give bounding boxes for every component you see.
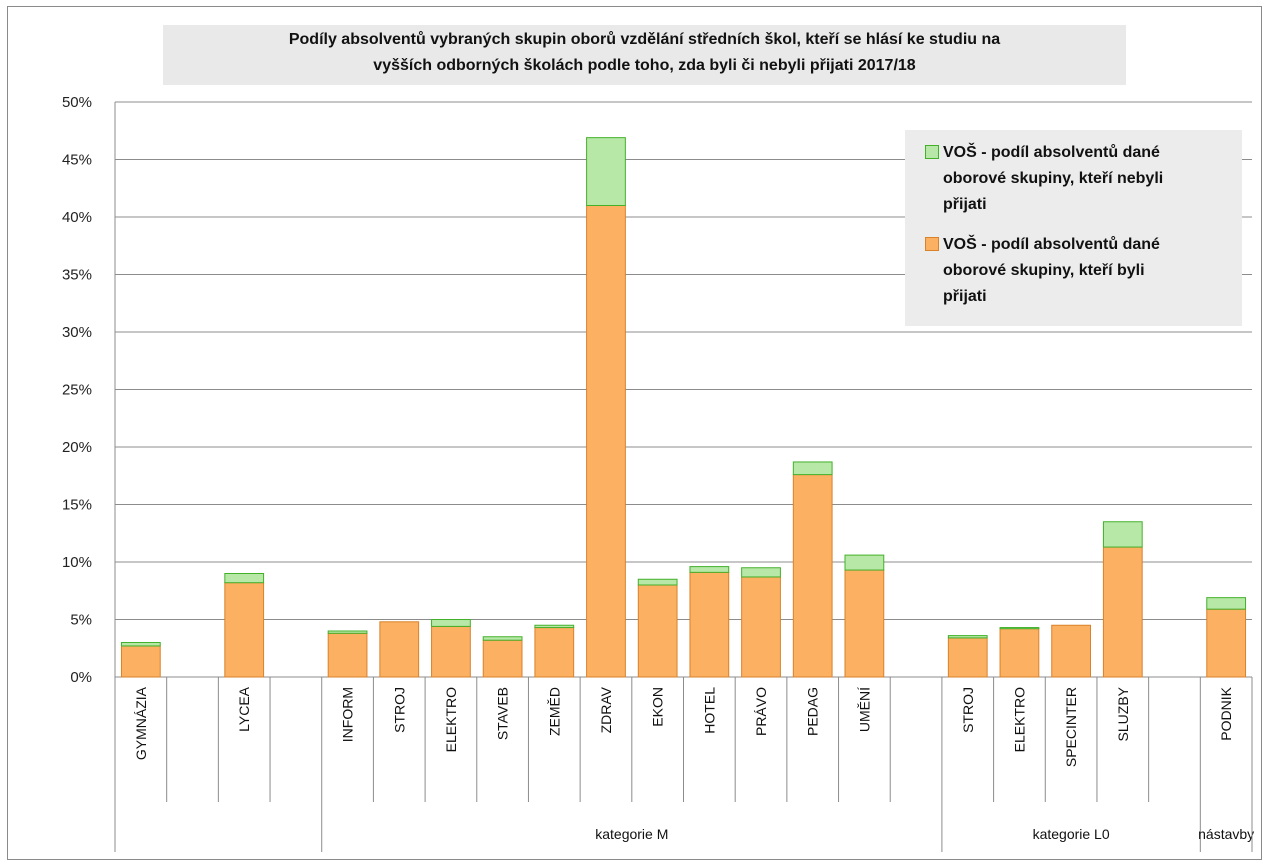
- group-label: kategorie L0: [1033, 826, 1110, 842]
- bar-not-admitted: [482, 636, 523, 641]
- bar-not-admitted: [534, 624, 575, 629]
- legend-text-not-admitted-2: oborové skupiny, kteří nebyli: [943, 170, 1164, 187]
- legend-item-not-admitted: VOŠ - podíl absolventů dané oborové skup…: [925, 140, 1233, 218]
- x-tick-label: SPECINTER: [1063, 687, 1079, 767]
- bar-not-admitted: [792, 461, 833, 476]
- chart-title-line-2: vyšších odborných školách podle toho, zd…: [373, 57, 916, 74]
- bar-admitted: [120, 645, 161, 678]
- group-label: nástavby: [1198, 826, 1254, 842]
- bar-not-admitted: [689, 566, 730, 573]
- y-tick-label: 5%: [70, 612, 92, 629]
- chart-title: Podíly absolventů vybraných skupin oborů…: [163, 25, 1126, 85]
- chart-title-line-1: Podíly absolventů vybraných skupin oborů…: [288, 31, 1001, 48]
- legend: VOŠ - podíl absolventů dané oborové skup…: [905, 130, 1242, 326]
- y-tick-label: 35%: [62, 267, 92, 284]
- bar-admitted: [224, 582, 265, 678]
- bar-not-admitted: [1206, 597, 1247, 610]
- bar-admitted: [379, 621, 420, 678]
- x-tick-label: ZDRAV: [598, 686, 614, 733]
- legend-text-not-admitted-3: přijati: [943, 196, 987, 213]
- bar-admitted: [586, 205, 626, 678]
- bar-admitted: [792, 474, 833, 678]
- x-tick-label: ELEKTRO: [443, 687, 459, 752]
- bar-admitted: [1206, 608, 1247, 678]
- bar-not-admitted: [947, 635, 988, 639]
- x-tick-label: HOTEL: [701, 687, 717, 734]
- x-tick-label: ZEMĚD: [546, 687, 562, 736]
- legend-swatch-admitted: [925, 237, 939, 251]
- x-tick-label: INFORM: [340, 687, 356, 742]
- legend-swatch-not-admitted: [925, 145, 939, 159]
- x-tick-label: UMĚNÍ: [856, 687, 872, 732]
- y-tick-label: 20%: [62, 439, 92, 456]
- legend-text-admitted-1: VOŠ - podíl absolventů dané: [943, 236, 1160, 253]
- y-tick-label: 40%: [62, 209, 92, 226]
- x-tick-label: GYMNÁZIA: [133, 686, 149, 760]
- legend-text-not-admitted-1: VOŠ - podíl absolventů dané: [943, 144, 1160, 161]
- bar-not-admitted: [999, 627, 1040, 630]
- x-tick-label: PODNIK: [1218, 686, 1234, 740]
- x-tick-label: SLUZBY: [1115, 686, 1131, 741]
- bar-not-admitted: [844, 554, 885, 571]
- bar-admitted: [637, 584, 678, 678]
- bar-not-admitted: [120, 642, 161, 647]
- y-tick-label: 10%: [62, 554, 92, 571]
- x-tick-label: PEDAG: [805, 687, 821, 736]
- bar-admitted: [999, 628, 1040, 678]
- bar-admitted: [1102, 546, 1143, 678]
- bar-not-admitted: [741, 567, 781, 578]
- bar-admitted: [534, 627, 575, 678]
- bar-not-admitted: [431, 619, 471, 627]
- y-tick-label: 45%: [62, 152, 92, 169]
- x-tick-label: EKON: [650, 687, 666, 727]
- bar-not-admitted: [327, 630, 368, 634]
- legend-item-admitted: VOŠ - podíl absolventů dané oborové skup…: [925, 232, 1233, 310]
- legend-text-admitted-3: přijati: [943, 288, 987, 305]
- y-tick-label: 30%: [62, 324, 92, 341]
- bar-admitted: [1051, 624, 1091, 678]
- bar-not-admitted: [1102, 521, 1143, 548]
- bar-admitted: [844, 569, 885, 678]
- x-tick-label: LYCEA: [236, 686, 252, 732]
- x-tick-label: PRÁVO: [753, 687, 769, 736]
- bar-admitted: [741, 576, 781, 678]
- bar-admitted: [327, 632, 368, 678]
- bar-not-admitted: [637, 578, 678, 586]
- bar-admitted: [431, 625, 471, 678]
- y-tick-label: 25%: [62, 382, 92, 399]
- x-tick-label: STROJ: [391, 687, 407, 733]
- legend-text-admitted-2: oborové skupiny, kteří byli: [943, 262, 1145, 279]
- bar-not-admitted: [586, 137, 626, 206]
- bar-not-admitted: [224, 573, 265, 584]
- bar-admitted: [947, 637, 988, 678]
- x-tick-label: STAVEB: [495, 687, 511, 740]
- group-label: kategorie M: [595, 826, 668, 842]
- y-tick-label: 50%: [62, 94, 92, 111]
- x-tick-label: ELEKTRO: [1011, 687, 1027, 752]
- x-tick-label: STROJ: [960, 687, 976, 733]
- bar-admitted: [482, 639, 523, 678]
- bar-admitted: [689, 571, 730, 678]
- y-tick-label: 15%: [62, 497, 92, 514]
- y-tick-label: 0%: [70, 669, 92, 686]
